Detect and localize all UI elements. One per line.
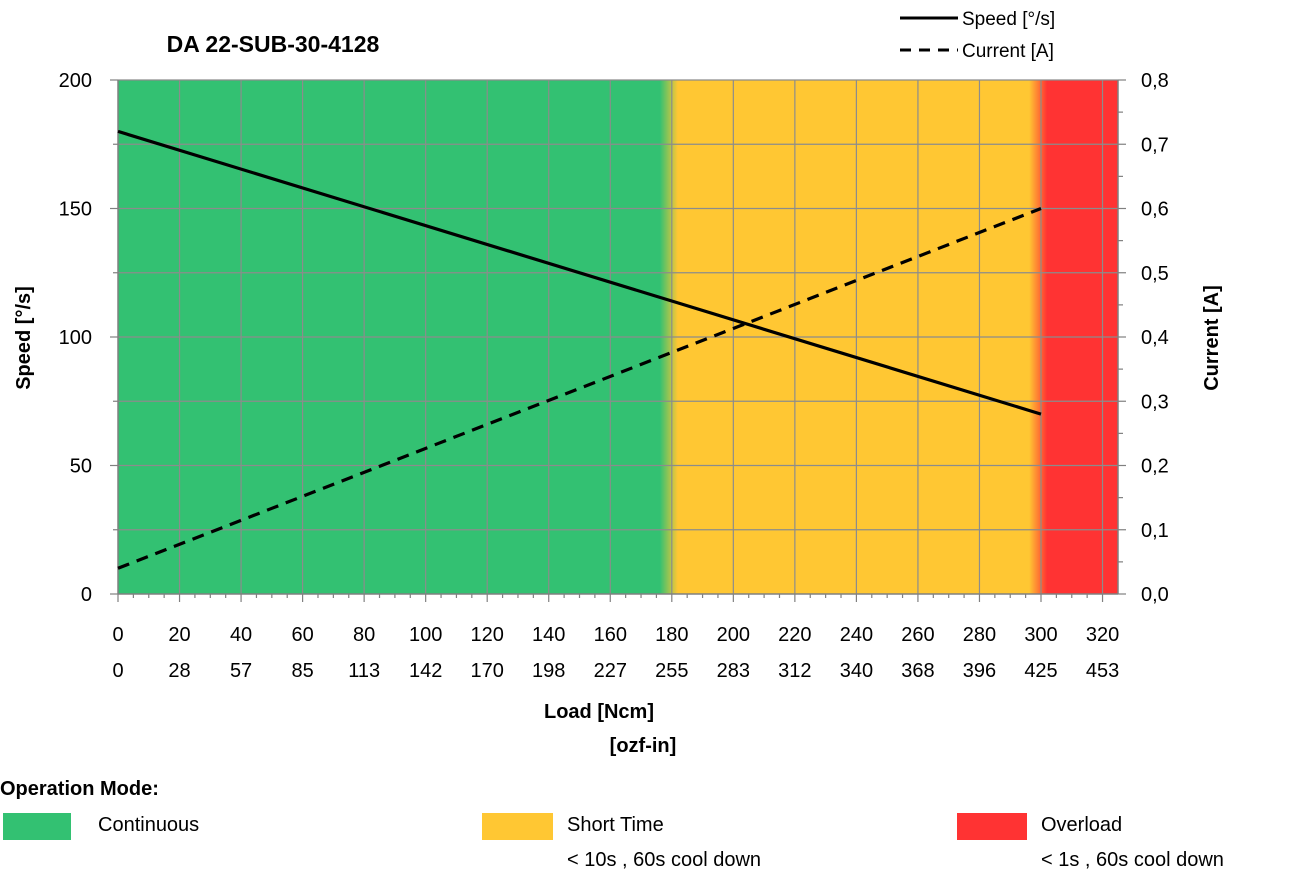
tick-labels: 0501001502000,00,10,20,30,40,50,60,70,80… [59, 70, 1169, 682]
x-tick-label: 200 [717, 624, 750, 646]
y-tick-label: 100 [59, 327, 92, 349]
grid [118, 79, 1118, 594]
continuous-label: Continuous [98, 814, 200, 836]
x-tick-label-secondary: 368 [901, 660, 934, 682]
short-time-note: < 10s , 60s cool down [567, 849, 762, 871]
x-tick-label: 220 [778, 624, 811, 646]
short-time-label: Short Time [567, 814, 664, 836]
y2-tick-label: 0,2 [1141, 456, 1169, 478]
series-legend: Speed [°/s] Current [A] [900, 9, 1055, 62]
x-tick-label-secondary: 85 [291, 660, 313, 682]
y2-tick-label: 0,3 [1141, 391, 1169, 413]
y-tick-label: 150 [59, 199, 92, 221]
x-tick-label: 80 [353, 624, 375, 646]
y2-tick-label: 0,7 [1141, 134, 1169, 156]
x-tick-label: 140 [532, 624, 565, 646]
current-line [117, 207, 1042, 570]
x-tick-label: 0 [112, 624, 123, 646]
y-tick-label: 50 [70, 456, 92, 478]
x-tick-label: 180 [655, 624, 688, 646]
x-tick-label-secondary: 0 [112, 660, 123, 682]
x-tick-label-secondary: 283 [717, 660, 750, 682]
x-tick-label: 100 [409, 624, 442, 646]
x-tick-label: 320 [1086, 624, 1119, 646]
legend-current-label: Current [A] [962, 41, 1054, 62]
continuous-swatch [3, 813, 71, 840]
x-tick-label-secondary: 170 [471, 660, 504, 682]
overload-label: Overload [1041, 814, 1123, 836]
x-tick-label-secondary: 255 [655, 660, 688, 682]
x-tick-label: 20 [168, 624, 190, 646]
y2-tick-label: 0,6 [1141, 199, 1169, 221]
legend-speed-label: Speed [°/s] [962, 9, 1055, 30]
operation-mode-title: Operation Mode: [0, 778, 159, 800]
x-tick-label: 120 [471, 624, 504, 646]
axes [110, 79, 1126, 602]
y2-tick-label: 0,0 [1141, 584, 1169, 606]
x-tick-label-secondary: 312 [778, 660, 811, 682]
y-axis-label: Speed [°/s] [13, 286, 35, 390]
x-tick-label-secondary: 198 [532, 660, 565, 682]
series [117, 129, 1042, 570]
y2-tick-label: 0,1 [1141, 520, 1169, 542]
x-tick-label: 160 [594, 624, 627, 646]
y-tick-label: 200 [59, 70, 92, 92]
x-tick-label-secondary: 396 [963, 660, 996, 682]
x-tick-label: 40 [230, 624, 252, 646]
x-tick-label-secondary: 227 [594, 660, 627, 682]
x-tick-label: 240 [840, 624, 873, 646]
x-tick-label-secondary: 57 [230, 660, 252, 682]
x-tick-label-secondary: 340 [840, 660, 873, 682]
x-tick-label-secondary: 28 [168, 660, 190, 682]
overload-swatch [957, 813, 1027, 840]
overload-note: < 1s , 60s cool down [1041, 849, 1224, 871]
y2-tick-label: 0,4 [1141, 327, 1169, 349]
short-time-swatch [482, 813, 553, 840]
x-axis-label: Load [Ncm] [544, 701, 654, 723]
x-tick-label: 60 [291, 624, 313, 646]
x-tick-label: 260 [901, 624, 934, 646]
speed-line [117, 129, 1042, 416]
y-tick-label: 0 [81, 584, 92, 606]
y2-axis-label: Current [A] [1201, 285, 1223, 391]
x-tick-label-secondary: 453 [1086, 660, 1119, 682]
x-axis-label-secondary: [ozf-in] [610, 735, 677, 757]
y2-tick-label: 0,8 [1141, 70, 1169, 92]
chart-title: DA 22-SUB-30-4128 [167, 31, 380, 57]
x-tick-label: 280 [963, 624, 996, 646]
x-tick-label-secondary: 113 [348, 660, 380, 682]
x-tick-label: 300 [1024, 624, 1057, 646]
x-tick-label-secondary: 425 [1024, 660, 1057, 682]
x-tick-label-secondary: 142 [409, 660, 442, 682]
y2-tick-label: 0,5 [1141, 263, 1169, 285]
